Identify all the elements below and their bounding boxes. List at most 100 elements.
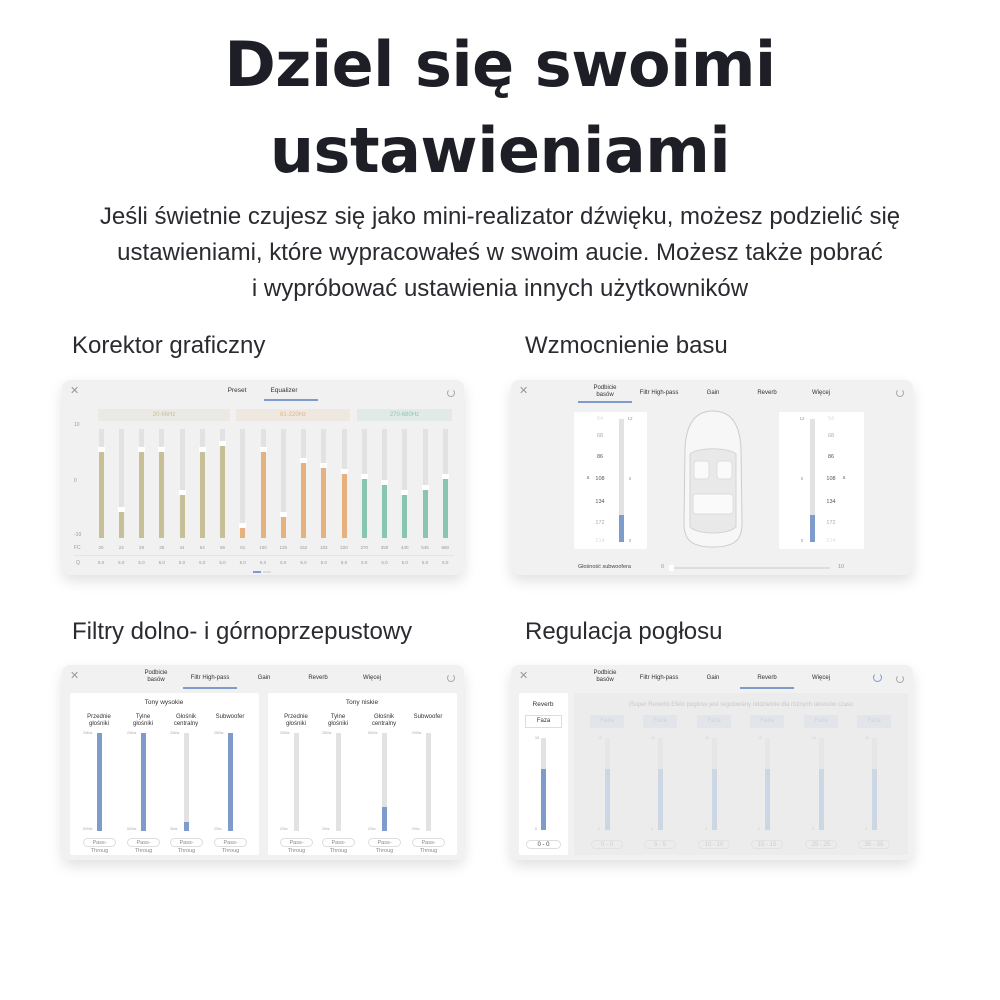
refresh-icon[interactable] [447,389,455,397]
frequency-option[interactable]: 86 [596,454,604,460]
eq-slider-knob[interactable] [198,446,206,452]
phase-button[interactable]: Faza [525,715,562,728]
eq-slider-track[interactable] [279,429,287,538]
filter-slider[interactable] [141,733,146,831]
eq-slider-knob[interactable] [158,446,166,452]
frequency-option[interactable]: 214 [595,538,605,544]
pass-through-button[interactable]: Pass-Throug [368,838,401,854]
eq-slider-knob[interactable] [219,441,226,447]
eq-slider-knob[interactable] [320,463,328,469]
range-pill[interactable]: 0 - 0 [526,840,561,849]
eq-slider-knob[interactable] [117,506,125,512]
filter-slider[interactable] [382,733,387,831]
frequency-option[interactable]: 68 [596,433,604,439]
eq-slider-knob[interactable] [381,479,388,485]
refresh-icon[interactable] [896,675,904,683]
tab-4[interactable]: Więcej [811,675,830,681]
pass-through-button[interactable]: Pass-Throug [83,838,116,854]
bass-gain-slider[interactable] [810,419,815,542]
eq-slider-knob[interactable] [441,474,449,480]
eq-slider-track[interactable] [219,429,226,538]
eq-slider-track[interactable] [340,429,348,538]
eq-slider-track[interactable] [97,429,105,538]
tab-1[interactable]: Filtr High-pass [190,675,230,681]
tab-2[interactable]: Gain [706,390,720,396]
eq-slider-knob[interactable] [360,474,368,480]
close-icon[interactable]: ✕ [519,670,529,682]
eq-slider-track[interactable] [360,429,368,538]
eq-slider-track[interactable] [441,429,449,538]
bass-gain-slider[interactable] [619,419,624,542]
eq-slider-knob[interactable] [239,523,247,529]
subwoofer-volume-knob[interactable] [669,565,674,571]
power-icon[interactable] [873,673,882,682]
tab-2[interactable]: Gain [706,675,720,681]
filter-slider[interactable] [228,733,233,831]
eq-slider-knob[interactable] [259,446,267,452]
filter-slider[interactable] [294,733,299,831]
frequency-option[interactable]: 172 [595,520,605,526]
eq-slider-track[interactable] [138,429,145,538]
close-icon[interactable]: ✕ [70,385,80,397]
close-icon[interactable]: ✕ [70,670,80,682]
eq-slider-track[interactable] [320,429,328,538]
filter-slider[interactable] [426,733,431,831]
eq-slider-track[interactable] [259,429,267,538]
eq-slider-knob[interactable] [421,484,429,490]
filter-slider[interactable] [97,733,102,831]
pass-through-button[interactable]: Pass-Throug [280,838,313,854]
eq-slider-knob[interactable] [97,446,105,452]
tab-3[interactable]: Reverb [757,675,777,681]
eq-slider-track[interactable] [421,429,429,538]
pass-through-button[interactable]: Pass-Throug [127,838,160,854]
frequency-option[interactable]: 108 [595,476,605,482]
eq-slider-track[interactable] [178,429,186,538]
reverb-slider[interactable] [541,738,546,830]
refresh-icon[interactable] [896,389,904,397]
eq-slider-track[interactable] [300,429,307,538]
pass-through-button[interactable]: Pass-Throug [214,838,247,854]
tab-0[interactable]: Podbicie basów [144,670,168,683]
eq-slider-track[interactable] [198,429,206,538]
frequency-option[interactable]: 134 [595,499,605,505]
tab-4[interactable]: Więcej [362,675,381,681]
pass-through-button[interactable]: Pass-Throug [170,838,203,854]
subwoofer-volume-slider[interactable] [669,565,830,571]
eq-slider-knob[interactable] [178,490,186,496]
page-dot-active[interactable] [253,571,261,573]
eq-slider-knob[interactable] [340,468,348,474]
page-dot[interactable] [263,571,271,573]
eq-slider-track[interactable] [401,429,409,538]
filter-slider[interactable] [336,733,341,831]
tab-1[interactable]: Filtr High-pass [639,675,679,681]
tab-equalizer[interactable]: Equalizer [270,387,298,394]
frequency-option[interactable]: 54 [827,416,835,422]
tab-3[interactable]: Reverb [308,675,328,681]
frequency-option[interactable]: 54 [596,416,604,422]
frequency-option[interactable]: 68 [827,433,835,439]
eq-slider-track[interactable] [239,429,247,538]
eq-slider-track[interactable] [117,429,125,538]
refresh-icon[interactable] [447,674,455,682]
frequency-option[interactable]: 108 [826,476,836,482]
eq-slider-knob[interactable] [138,446,145,452]
frequency-option[interactable]: 214 [826,538,836,544]
tab-4[interactable]: Więcej [811,390,830,396]
tab-preset[interactable]: Preset [227,387,247,394]
close-icon[interactable]: ✕ [519,385,529,397]
tab-3[interactable]: Reverb [757,390,777,396]
pass-through-button[interactable]: Pass-Throug [322,838,355,854]
filter-slider[interactable] [184,733,189,831]
pass-through-button[interactable]: Pass-Throug [412,838,445,854]
tab-0[interactable]: Podbicie basów [593,670,617,683]
frequency-option[interactable]: 172 [826,520,836,526]
eq-slider-knob[interactable] [401,490,409,496]
tab-2[interactable]: Gain [257,675,271,681]
eq-slider-knob[interactable] [279,512,287,518]
eq-slider-knob[interactable] [300,457,307,463]
eq-slider-track[interactable] [381,429,388,538]
eq-slider-track[interactable] [158,429,166,538]
tab-0[interactable]: Podbicie basów [593,385,617,398]
tab-1[interactable]: Filtr High-pass [639,390,679,396]
frequency-option[interactable]: 134 [826,499,836,505]
